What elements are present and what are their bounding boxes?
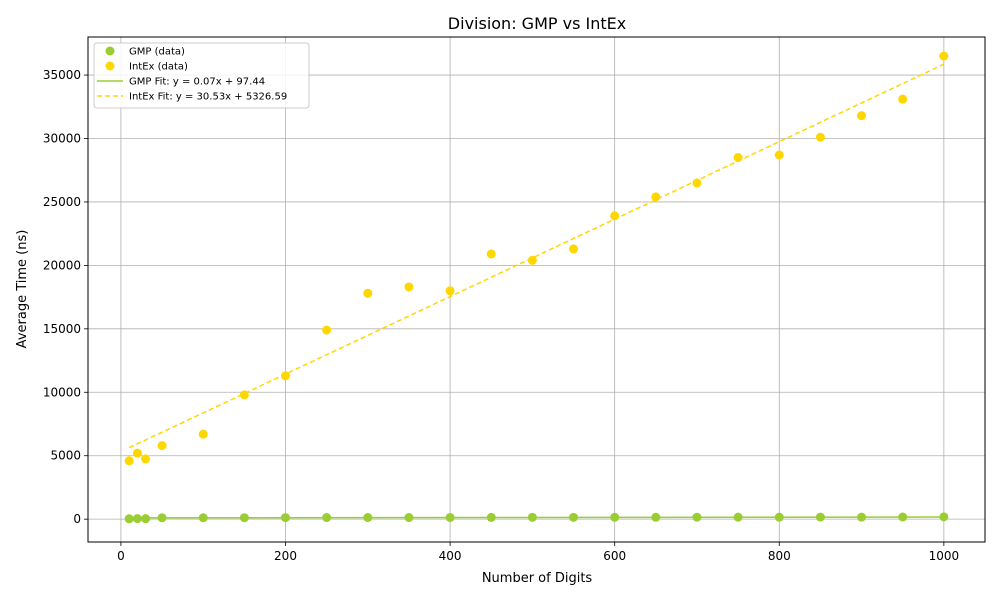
data-point-series-1 [774, 150, 784, 160]
data-point-series-0 [774, 512, 784, 522]
x-tick-label: 800 [768, 549, 791, 563]
data-point-series-1 [239, 390, 249, 400]
x-tick-label: 1000 [929, 549, 960, 563]
legend-box [93, 42, 310, 109]
legend: GMP (data) IntEx (data) GMP Fit: y = 0.07x… [93, 42, 310, 109]
data-point-series-1 [527, 255, 537, 265]
data-point-series-0 [939, 512, 949, 522]
data-point-series-0 [692, 512, 702, 522]
data-point-series-0 [363, 513, 373, 523]
data-point-series-0 [124, 514, 134, 524]
data-point-series-0 [281, 513, 291, 523]
data-point-series-1 [141, 454, 151, 464]
x-tick-label: 200 [274, 549, 297, 563]
data-point-series-0 [569, 512, 579, 522]
data-point-series-1 [939, 51, 949, 61]
data-point-series-1 [610, 211, 620, 221]
data-point-series-1 [445, 286, 455, 296]
data-point-series-0 [651, 512, 661, 522]
y-tick-label: 25000 [43, 195, 81, 209]
y-axis-label: Average Time (ns) [15, 230, 30, 349]
data-point-series-1 [857, 111, 867, 121]
fit-line-1 [128, 63, 945, 449]
tick-layer: 0 200 400 600 800 100005000100001500020000250… [43, 68, 959, 563]
data-point-series-0 [404, 513, 414, 523]
chart-title: Division: GMP vs IntEx [448, 14, 626, 33]
legend-marker [105, 46, 115, 56]
x-tick-label: 600 [603, 549, 626, 563]
data-point-series-1 [815, 132, 825, 142]
x-tick-label: 400 [439, 549, 462, 563]
data-point-series-0 [857, 512, 867, 522]
data-point-series-1 [404, 282, 414, 292]
data-point-series-0 [527, 512, 537, 522]
data-point-series-1 [486, 249, 496, 259]
y-tick-label: 35000 [43, 68, 81, 82]
y-tick-label: 20000 [43, 258, 81, 272]
y-tick-label: 10000 [43, 385, 81, 399]
y-tick-label: 15000 [43, 322, 81, 336]
legend-label: GMP Fit: y = 0.07x + 97.44 [129, 77, 265, 88]
data-point-series-0 [322, 513, 332, 523]
data-point-series-0 [157, 513, 167, 523]
data-layer [124, 51, 949, 524]
legend-label: IntEx Fit: y = 30.53x + 5326.59 [129, 92, 287, 103]
data-point-series-0 [815, 512, 825, 522]
data-point-series-0 [486, 512, 496, 522]
legend-label: GMP (data) [129, 47, 185, 58]
data-point-series-0 [239, 513, 249, 523]
data-point-series-1 [363, 288, 373, 298]
x-axis-label: Number of Digits [482, 571, 593, 586]
y-tick-label: 30000 [43, 132, 81, 146]
x-tick-label: 0 [117, 549, 125, 563]
data-point-series-1 [692, 178, 702, 188]
data-point-series-1 [898, 94, 908, 104]
data-point-series-1 [198, 429, 208, 439]
data-point-series-1 [157, 441, 167, 451]
y-tick-label: 5000 [50, 449, 81, 463]
data-point-series-0 [198, 513, 208, 523]
data-point-series-0 [445, 512, 455, 522]
legend-marker [105, 61, 115, 71]
data-point-series-0 [610, 512, 620, 522]
data-point-series-1 [651, 192, 661, 202]
data-point-series-1 [281, 371, 291, 381]
axes-frame [87, 36, 986, 543]
data-point-series-0 [898, 512, 908, 522]
data-point-series-1 [124, 456, 134, 466]
data-point-series-0 [132, 514, 142, 524]
y-tick-label: 0 [73, 512, 81, 526]
data-point-series-1 [733, 153, 743, 163]
data-point-series-0 [733, 512, 743, 522]
data-point-series-1 [569, 244, 579, 254]
data-point-series-0 [141, 514, 151, 524]
legend-label: IntEx (data) [129, 62, 188, 73]
data-point-series-1 [322, 325, 332, 335]
data-point-series-1 [132, 448, 142, 458]
